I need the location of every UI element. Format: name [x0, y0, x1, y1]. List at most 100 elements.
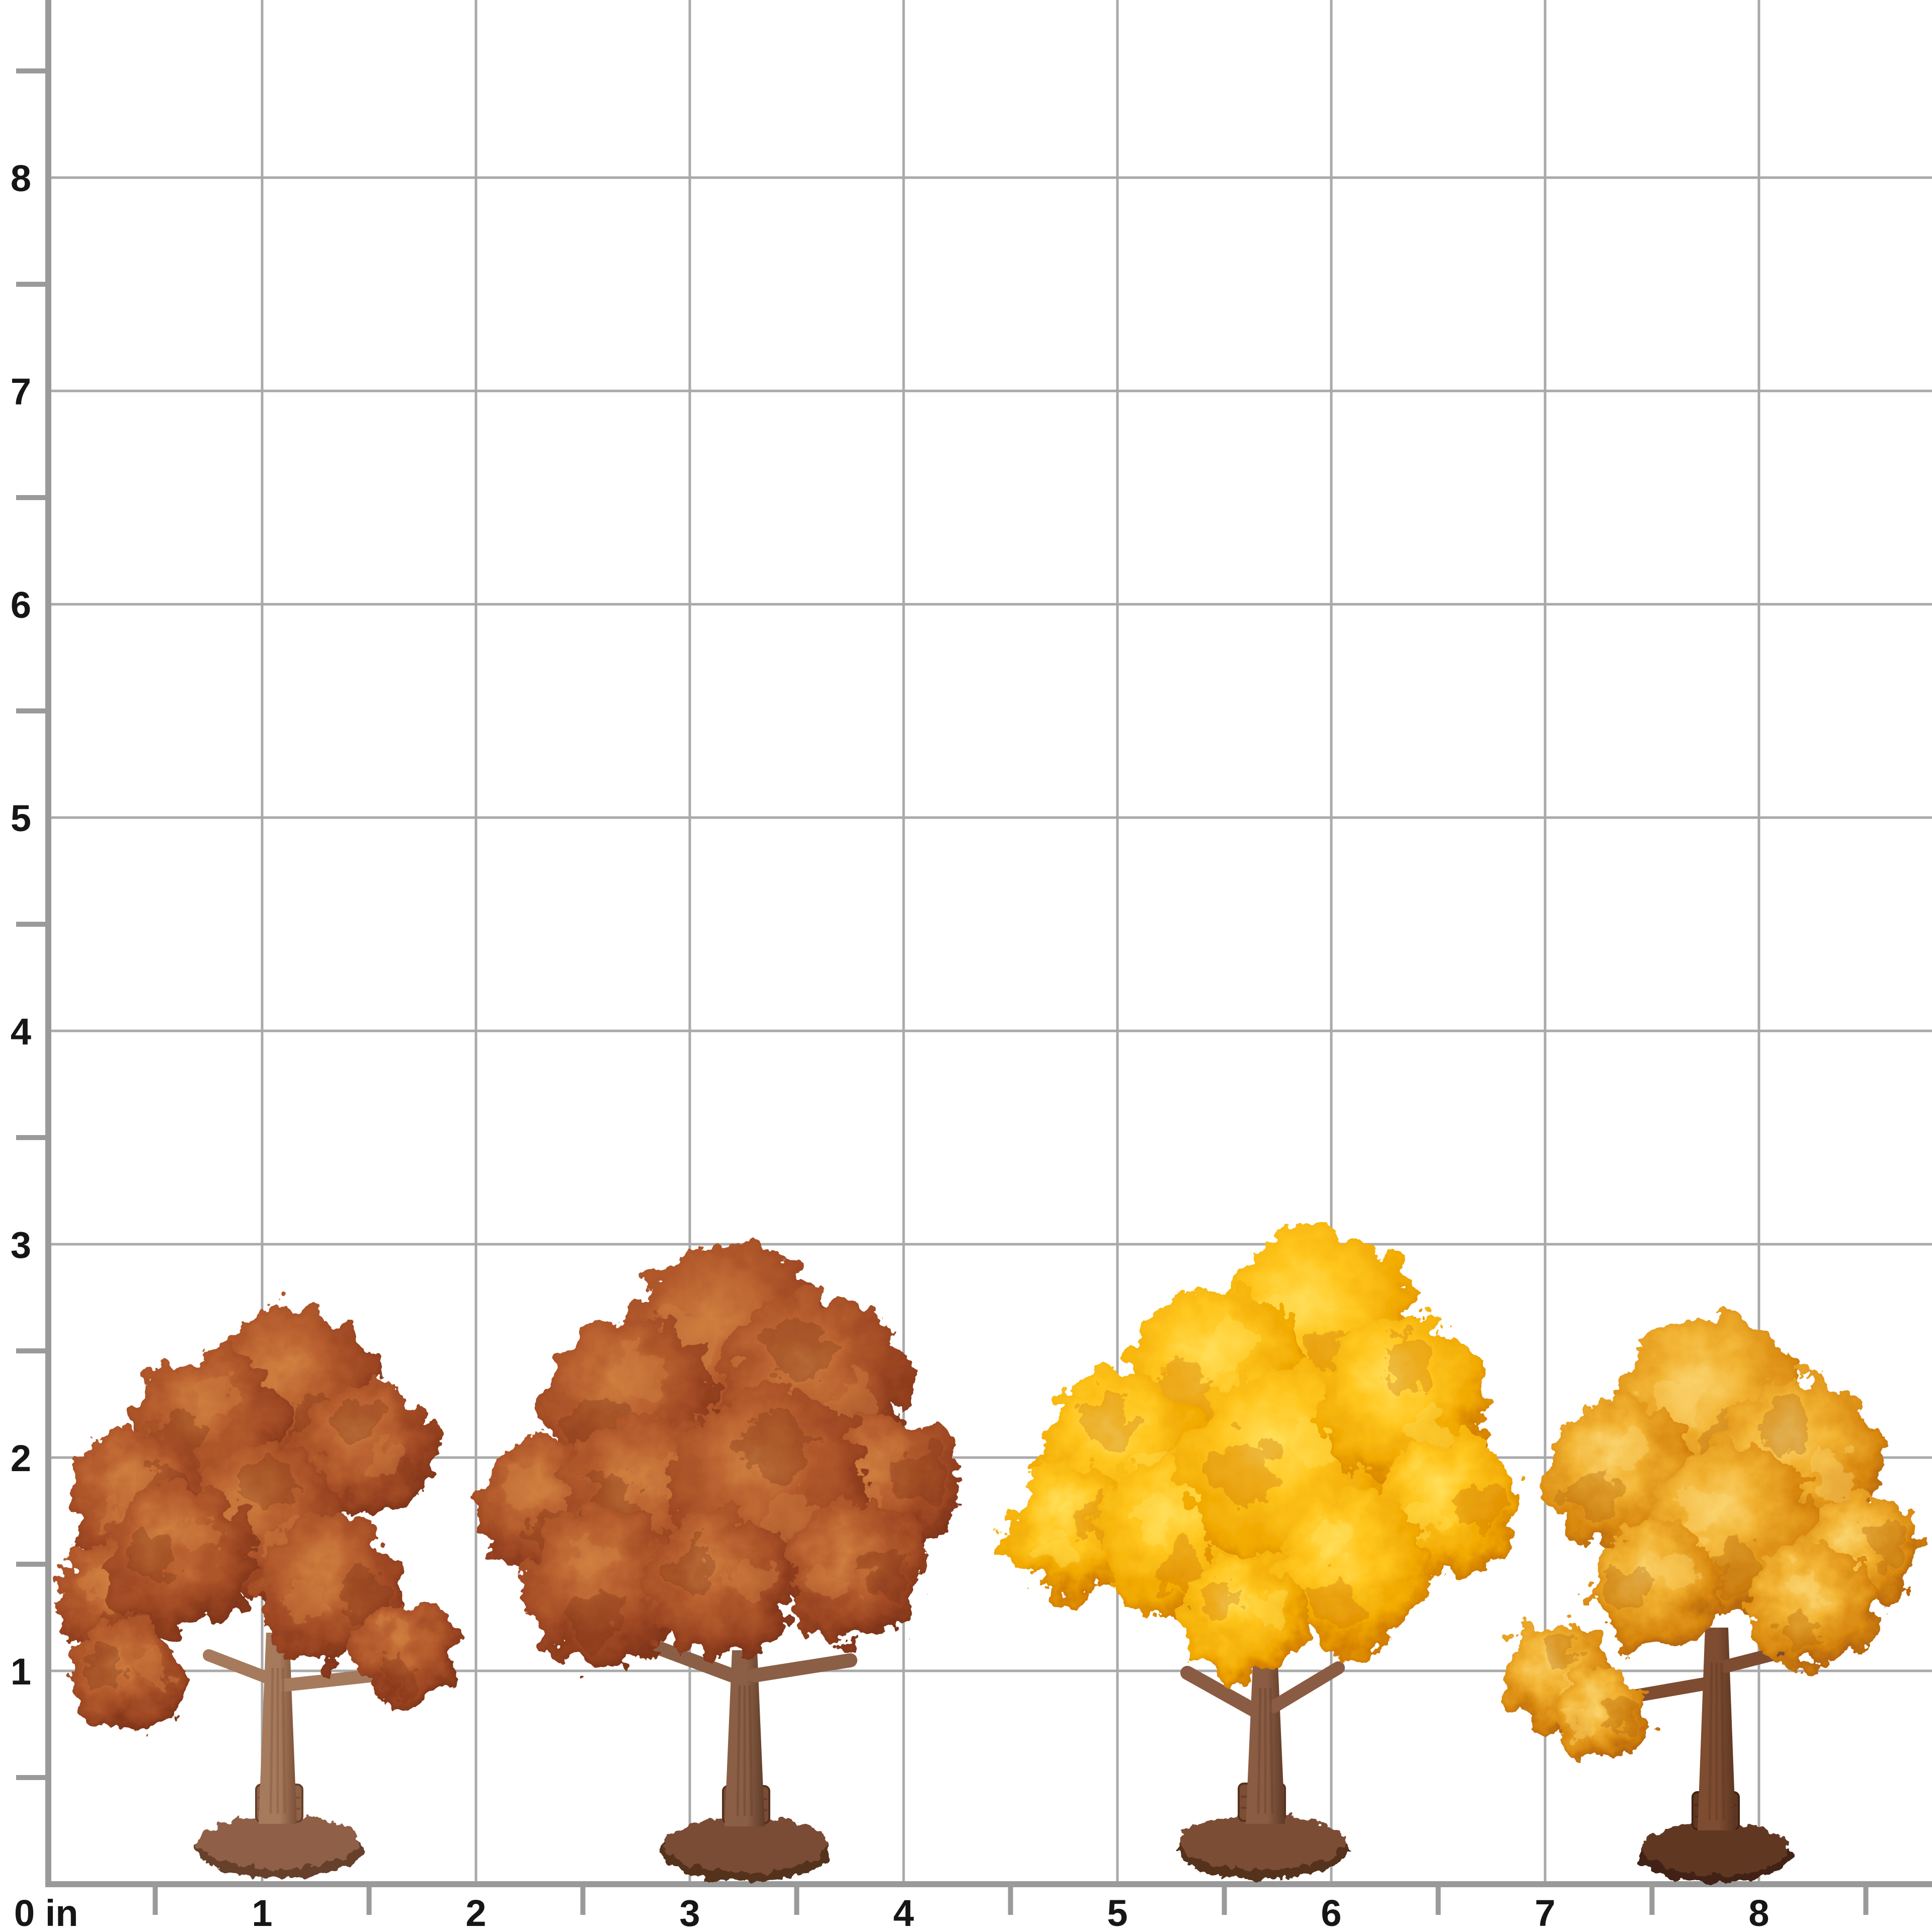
x-ruler-minor-tick	[580, 1887, 586, 1915]
foliage-clump	[105, 1480, 256, 1631]
foliage-light-spot	[731, 1559, 771, 1599]
y-ruler-minor-tick	[16, 68, 45, 73]
tree-branch	[203, 1649, 280, 1686]
tree-base	[662, 1816, 831, 1882]
x-axis-label: 4	[893, 1892, 914, 1932]
model-tree-rust-large	[478, 1244, 958, 1882]
foliage-shade-spot	[380, 1655, 416, 1692]
foliage-shade-spot	[1708, 1539, 1767, 1598]
tree-branch	[748, 1653, 857, 1682]
ruler-bars	[16, 0, 1932, 1915]
y-axis-label: 1	[11, 1651, 31, 1693]
foliage-light-spot	[810, 1564, 849, 1603]
y-ruler-minor-tick	[16, 495, 45, 500]
foliage-clump	[646, 1511, 795, 1660]
y-axis-label: 5	[11, 797, 31, 839]
y-ruler-minor-tick	[16, 922, 45, 927]
x-ruler-minor-tick	[152, 1887, 158, 1915]
foliage-clump	[784, 1499, 927, 1642]
y-axis-label: 8	[11, 157, 31, 199]
y-axis-label: 3	[11, 1224, 31, 1266]
foliage-shade-spot	[862, 1554, 911, 1603]
foliage-light-spot	[384, 1618, 413, 1647]
tree-trunk	[203, 1633, 381, 1824]
tree-foliage-front	[1181, 1490, 1429, 1679]
tree-foliage-front	[523, 1499, 927, 1665]
bark-ridge	[1720, 1662, 1725, 1821]
tree-base-top	[1642, 1822, 1790, 1875]
foliage-light-spot	[1252, 1593, 1286, 1628]
tree-base	[196, 1815, 362, 1878]
bark-ridge	[736, 1685, 741, 1817]
model-tree-golden-yellow-large	[1006, 1229, 1519, 1879]
foliage-shade-spot	[1081, 1389, 1136, 1444]
vertical-gridline	[474, 0, 477, 1881]
bark-ridge	[748, 1685, 753, 1817]
y-ruler-minor-tick	[16, 282, 45, 287]
x-axis-label: 3	[679, 1892, 700, 1932]
vertical-gridline	[1544, 0, 1547, 1881]
tree-base-top	[1179, 1814, 1345, 1870]
foliage-light-spot	[1204, 1322, 1254, 1372]
y-ruler-minor-tick	[16, 1135, 45, 1140]
bark-ridge	[1269, 1687, 1274, 1814]
foliage-clump	[354, 1598, 459, 1704]
x-axis-label: 1	[252, 1892, 272, 1932]
foliage-shade-spot	[1456, 1488, 1504, 1537]
foliage-shade-spot	[665, 1545, 716, 1595]
x-ruler-minor-tick	[1435, 1887, 1441, 1915]
vertical-gridline	[1757, 0, 1760, 1881]
foliage-shade-spot	[1604, 1564, 1649, 1609]
foliage-light-spot	[1039, 1533, 1075, 1569]
tree-foliage-front	[1500, 1490, 1919, 1759]
y-ruler-minor-tick	[16, 708, 45, 713]
foliage-clump	[1268, 1490, 1429, 1651]
y-axis-label: 2	[11, 1437, 31, 1479]
foliage-clump	[1591, 1520, 1722, 1651]
foliage-shade-spot	[120, 1531, 172, 1582]
foliage-shade-spot	[239, 1457, 294, 1512]
foliage-light-spot	[81, 1568, 113, 1599]
vertical-gridline	[1330, 0, 1333, 1881]
vertical-gridline	[902, 0, 905, 1881]
model-trees	[58, 1229, 1919, 1884]
foliage-light-spot	[182, 1515, 223, 1556]
x-axis-label: 2	[465, 1892, 486, 1932]
foliage-light-spot	[1810, 1450, 1856, 1495]
horizontal-gridline	[51, 816, 1932, 819]
y-axis-label: 6	[11, 584, 31, 626]
trunk-shaft	[725, 1650, 765, 1826]
x-ruler-minor-tick	[1863, 1887, 1869, 1915]
foliage-shade-spot	[1308, 1577, 1363, 1632]
x-axis-label: 5	[1107, 1892, 1128, 1932]
inch-grid	[51, 0, 1932, 1881]
vertical-gridline	[261, 0, 264, 1881]
foliage-light-spot	[1132, 1492, 1179, 1539]
foliage-shade-spot	[1197, 1581, 1240, 1624]
x-ruler-minor-tick	[794, 1887, 799, 1915]
x-ruler-minor-tick	[1008, 1887, 1013, 1915]
tree-base	[1639, 1822, 1792, 1884]
x-ruler-minor-tick	[1222, 1887, 1227, 1915]
tree-branch	[647, 1639, 739, 1682]
foliage-light-spot	[1680, 1487, 1727, 1534]
foliage-shade-spot	[1539, 1633, 1577, 1671]
foliage-shade-spot	[1605, 1702, 1637, 1734]
horizontal-gridline	[51, 389, 1932, 392]
bark-ridge	[269, 1667, 274, 1814]
foliage-shade-spot	[1566, 1467, 1618, 1518]
foliage-shade-spot	[1205, 1435, 1277, 1507]
foliage-light-spot	[617, 1349, 664, 1397]
x-axis-label: 8	[1748, 1892, 1769, 1932]
horizontal-gridline	[51, 1669, 1932, 1672]
foliage-shade-spot	[1865, 1522, 1906, 1564]
foliage-shade-spot	[331, 1398, 377, 1444]
horizontal-ruler-bar	[45, 1881, 1932, 1887]
x-axis-label: 7	[1535, 1892, 1555, 1932]
foliage-light-spot	[1658, 1551, 1694, 1586]
vertical-ruler-bar	[45, 0, 51, 1887]
ruler-labels: 1 2 3 4 5 6 7 8 1 2 3 4 5 6 7 8 0 in	[11, 157, 1769, 1932]
foliage-light-spot	[200, 1377, 241, 1418]
bark-ridge	[281, 1667, 286, 1814]
